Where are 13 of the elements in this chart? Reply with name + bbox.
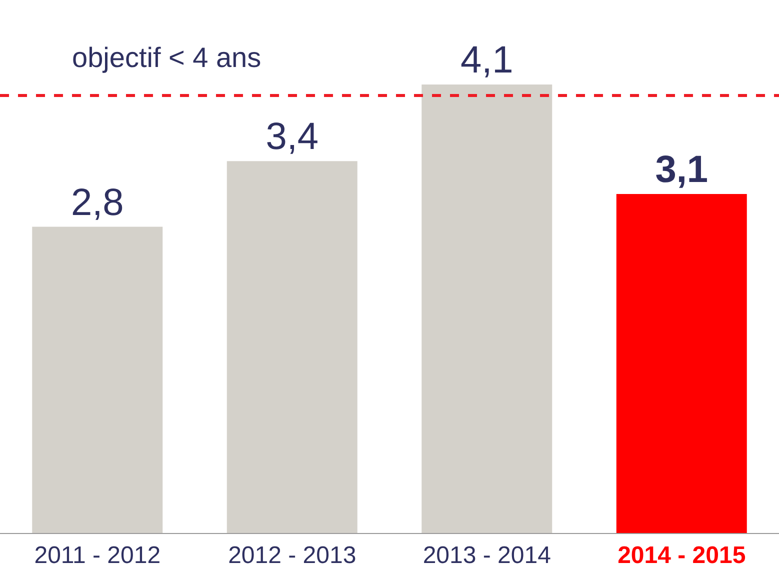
ref-line-label: objectif < 4 ans (72, 42, 262, 73)
bar (226, 161, 358, 533)
x-tick-label: 2014 - 2015 (618, 542, 746, 569)
bar (32, 226, 163, 533)
bar (616, 194, 747, 533)
x-tick-label: 2012 - 2013 (228, 542, 356, 569)
bar (422, 84, 552, 533)
x-tick-label: 2011 - 2012 (34, 542, 161, 569)
data-label: 3,1 (655, 148, 708, 191)
data-label: 2,8 (70, 182, 124, 224)
data-label: 4,1 (460, 40, 514, 82)
x-tick-label: 2013 - 2014 (422, 542, 551, 569)
data-label: 3,4 (266, 116, 319, 158)
